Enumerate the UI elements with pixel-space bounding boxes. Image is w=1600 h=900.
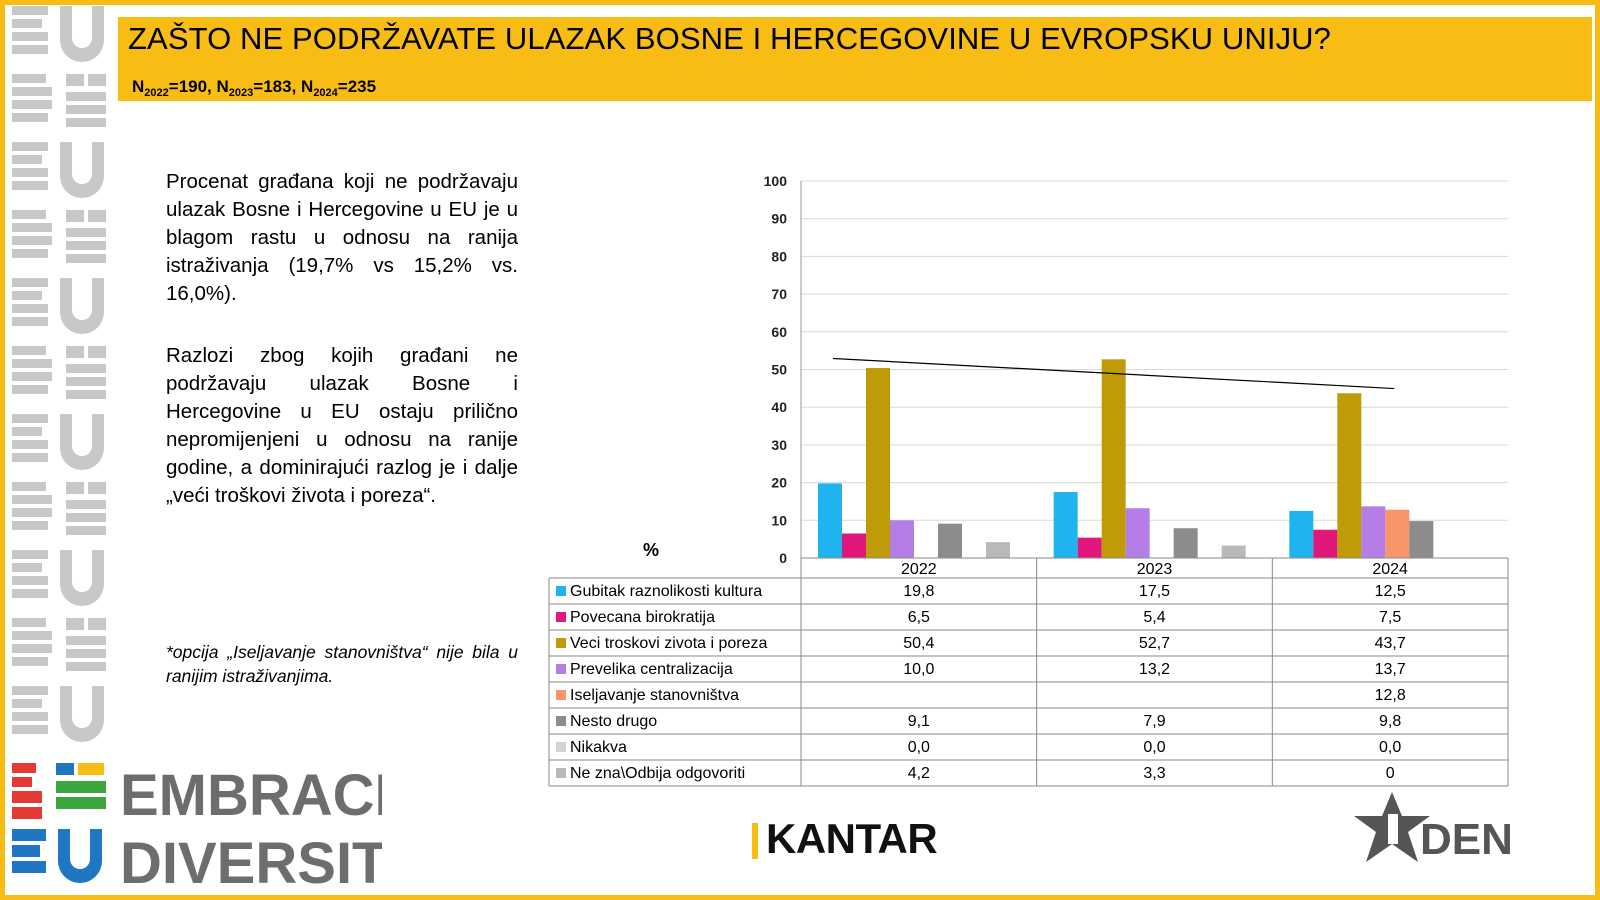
data-label: 50,4 [903,635,934,652]
legend-swatch [556,716,566,726]
data-label: 9,8 [1379,713,1401,730]
data-label: 17,5 [1139,583,1170,600]
unit-label: % [643,540,659,560]
page-title: ZAŠTO NE PODRŽAVATE ULAZAK BOSNE I HERCE… [128,21,1332,56]
data-label: 0,0 [908,739,930,756]
legend-swatch [556,612,566,622]
logo-text-embrace: EMBRACE [120,763,382,828]
y-tick-label: 50 [771,362,787,378]
y-tick-label: 40 [771,399,787,415]
bar [1361,506,1386,558]
legend-label: Veci troskovi zivota i poreza [570,635,768,652]
data-label: 0,0 [1379,739,1401,756]
legend-label: Nesto drugo [570,713,657,730]
legend-swatch [556,586,566,596]
iden-logo-text: DEN [1420,815,1513,864]
data-label: 43,7 [1375,635,1406,652]
bar [1101,359,1126,558]
trendline [832,357,1395,390]
sample-size: N2022=190, N2023=183, N2024=235 [132,77,377,99]
bar [1385,509,1410,558]
data-label: 52,7 [1139,635,1170,652]
data-label: 10,0 [903,661,934,678]
summary-paragraph-1: Procenat građana koji ne podržavaju ulaz… [166,170,518,305]
y-tick-label: 0 [779,550,787,566]
bar [1221,545,1246,558]
side-pattern [12,6,106,751]
data-label: 19,8 [903,583,934,600]
bar [986,542,1010,558]
footnote: *opcija „Iseljavanje stanovništva“ nije … [166,642,518,686]
y-tick-label: 20 [771,475,787,491]
bar [1289,510,1314,558]
legend-label: Nikakva [570,739,627,756]
y-tick-label: 30 [771,437,787,453]
legend-swatch [556,742,566,752]
bar [890,520,914,558]
data-label: 13,7 [1375,661,1406,678]
legend-label: Prevelika centralizacija [570,661,733,678]
legend-swatch [556,768,566,778]
bar [1337,393,1362,558]
y-tick-label: 80 [771,248,787,264]
y-tick-label: 90 [771,211,787,227]
legend-swatch [556,638,566,648]
legend-swatch [556,690,566,700]
bar [1313,529,1338,558]
y-tick-label: 100 [764,173,788,189]
category-label: 2022 [901,561,937,578]
bar [938,523,962,558]
data-label: 4,2 [908,765,930,782]
bar [1053,492,1078,558]
legend-label: Ne zna\Odbija odgovoriti [570,765,745,782]
y-tick-label: 60 [771,324,787,340]
data-label: 9,1 [908,713,930,730]
data-label: 7,9 [1143,713,1165,730]
category-label: 2023 [1137,561,1173,578]
bar [866,367,890,558]
data-label: 5,4 [1143,609,1165,626]
legend-swatch [556,664,566,674]
bar [818,483,842,558]
data-label: 0,0 [1143,739,1165,756]
bar [1409,521,1434,558]
legend-label: Gubitak raznolikosti kultura [570,583,762,600]
legend-label: Povecana birokratija [570,609,715,626]
logo-text-diversity: DIVERSITY [120,831,382,891]
category-label: 2024 [1372,561,1408,578]
data-label: 0 [1386,765,1395,782]
header-bar: ZAŠTO NE PODRŽAVATE ULAZAK BOSNE I HERCE… [118,17,1592,101]
data-label: 7,5 [1379,609,1401,626]
data-label: 12,5 [1375,583,1406,600]
data-label: 12,8 [1375,687,1406,704]
bar [1077,537,1102,558]
kantar-bar [752,823,758,859]
bar [1173,528,1198,558]
data-label: 3,3 [1143,765,1165,782]
summary-paragraph-2: Razlozi zbog kojih građani ne podržavaju… [166,344,518,507]
embrace-diversity-logo: EMBRACE DIVERSITY [12,763,382,891]
y-tick-label: 10 [771,512,787,528]
iden-logo: DEN [1354,792,1513,864]
kantar-logo-text: KANTAR [766,815,938,862]
y-tick-label: 70 [771,286,787,302]
data-label: 6,5 [908,609,930,626]
data-label: 13,2 [1139,661,1170,678]
legend-label: Iseljavanje stanovništva [570,687,739,704]
bar [842,533,866,558]
bar [1125,508,1150,558]
kantar-logo: KANTAR [752,815,942,865]
